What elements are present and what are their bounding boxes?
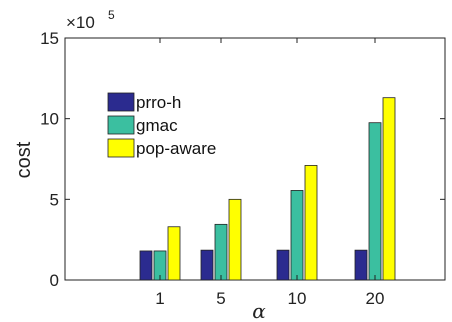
bar-gmac-20 xyxy=(368,122,382,281)
bars-group xyxy=(139,97,396,281)
x-tick-label: 1 xyxy=(155,289,164,308)
bar-gmac-5 xyxy=(214,223,228,281)
y-tick-label: 15 xyxy=(40,29,59,48)
bar-pop-aware-10 xyxy=(304,165,318,281)
legend-swatch-gmac xyxy=(107,115,135,135)
bar-pop-aware-20 xyxy=(382,97,396,281)
y-tick-label: 0 xyxy=(50,271,59,290)
bar-gmac-10 xyxy=(290,190,304,281)
x-tick-label: 5 xyxy=(216,289,225,308)
bar-pop-aware-1 xyxy=(167,226,181,281)
plot-area xyxy=(64,37,446,281)
legend-label-prro-h: prro-h xyxy=(136,93,181,112)
legend-label-gmac: gmac xyxy=(136,116,178,135)
legend-label-pop-aware: pop-aware xyxy=(136,139,216,158)
bar-prro-h-1 xyxy=(139,250,153,281)
legend-swatch-pop-aware xyxy=(107,138,135,158)
y-multiplier-exponent: 5 xyxy=(108,8,115,22)
legend: prro-h gmac pop-aware xyxy=(107,92,216,158)
x-axis-ticks: 1 5 10 20 xyxy=(155,38,384,308)
legend-swatch-prro-h xyxy=(107,92,135,112)
y-axis-label: cost xyxy=(13,141,35,178)
bar-pop-aware-5 xyxy=(228,198,242,281)
y-axis-ticks: 0 5 10 15 xyxy=(40,29,445,290)
y-multiplier-label: ×10 xyxy=(66,13,95,32)
bar-prro-h-5 xyxy=(200,249,214,281)
bar-prro-h-20 xyxy=(354,249,368,281)
x-tick-label: 10 xyxy=(288,289,307,308)
bar-prro-h-10 xyxy=(276,249,290,281)
y-tick-label: 5 xyxy=(50,190,59,209)
y-tick-label: 10 xyxy=(40,110,59,129)
x-tick-label: 20 xyxy=(366,289,385,308)
x-axis-label: α xyxy=(252,299,266,322)
